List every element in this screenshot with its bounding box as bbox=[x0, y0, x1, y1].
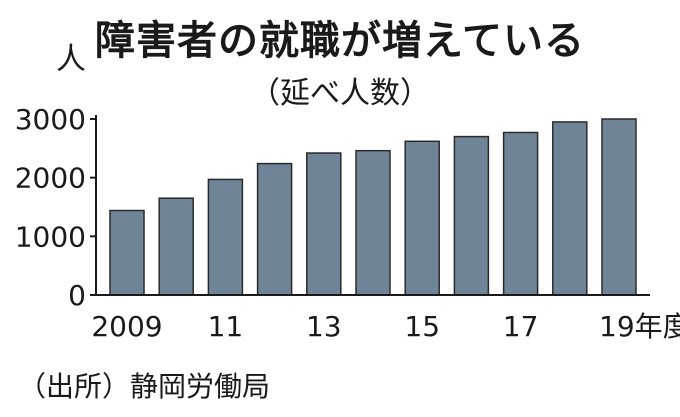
y-tick-label-0: 0 bbox=[68, 279, 86, 312]
y-tick-label-2000: 2000 bbox=[15, 162, 86, 195]
x-tick-label-2017: 17 bbox=[503, 310, 539, 343]
chart-title: 障害者の就職が増えている bbox=[95, 18, 585, 64]
y-tick-label-3000: 3000 bbox=[15, 103, 86, 136]
bar-2017 bbox=[502, 131, 539, 296]
bar-2018 bbox=[552, 121, 588, 296]
bar-2009 bbox=[109, 209, 145, 296]
bar-2016 bbox=[453, 135, 490, 296]
bar-2012 bbox=[256, 162, 293, 296]
y-tick-label-1000: 1000 bbox=[15, 220, 86, 253]
x-tick-label-2015: 15 bbox=[404, 310, 440, 343]
x-tick-label-2011: 11 bbox=[208, 310, 244, 343]
y-axis-unit-label: 人 bbox=[56, 42, 86, 77]
bar-2010 bbox=[158, 197, 194, 296]
x-tick-label-2013: 13 bbox=[306, 310, 342, 343]
source-note: （出所）静岡労働局 bbox=[18, 370, 271, 403]
bar-2019 bbox=[601, 118, 637, 296]
chart-subtitle: （延べ人数） bbox=[250, 76, 430, 111]
bar-2015 bbox=[404, 140, 440, 296]
bar-2014 bbox=[355, 149, 391, 296]
bar-2013 bbox=[306, 152, 342, 296]
bar-2011 bbox=[207, 178, 244, 296]
x-tick-label-2019: 19年度 bbox=[599, 310, 680, 343]
x-tick-label-2009: 2009 bbox=[91, 310, 162, 343]
